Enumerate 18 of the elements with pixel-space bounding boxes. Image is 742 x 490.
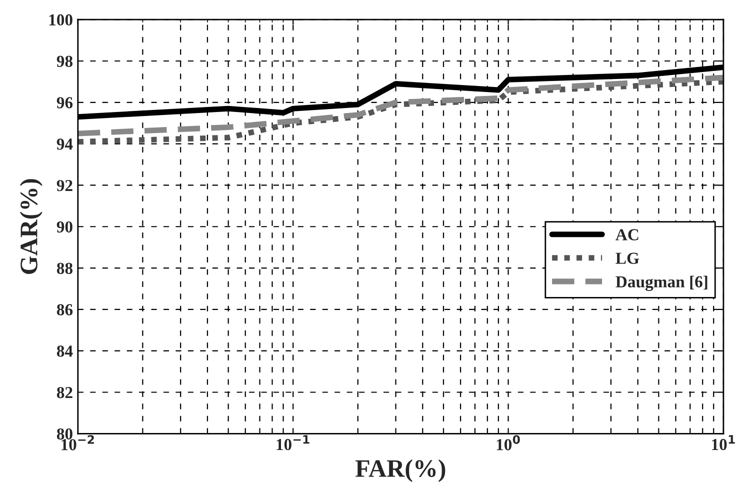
x-tick-label: 10$^{0}$ <box>496 435 520 450</box>
y-tick-label: 82 <box>56 386 72 398</box>
y-tick-label: 98 <box>56 56 72 67</box>
legend-label: LG <box>616 252 640 264</box>
legend-label: AC <box>616 229 638 240</box>
y-tick-label: 90 <box>56 221 72 233</box>
x-tick-label: 10$^{−1}$ <box>276 435 310 450</box>
y-tick-label: 92 <box>56 180 72 192</box>
y-tick-label: 86 <box>56 304 73 316</box>
y-tick-label: 96 <box>56 97 73 108</box>
y-axis-title: GAR(%) <box>20 179 42 274</box>
y-tick-label: 84 <box>56 346 73 357</box>
x-axis-title: FAR(%) <box>356 459 446 482</box>
x-tick-label: 10$^{1}$ <box>712 435 735 450</box>
y-tick-label: 100 <box>49 14 72 26</box>
legend-label: Daugman [6] <box>616 276 708 291</box>
y-tick-label: 88 <box>56 262 72 274</box>
y-tick-label: 94 <box>56 138 73 150</box>
